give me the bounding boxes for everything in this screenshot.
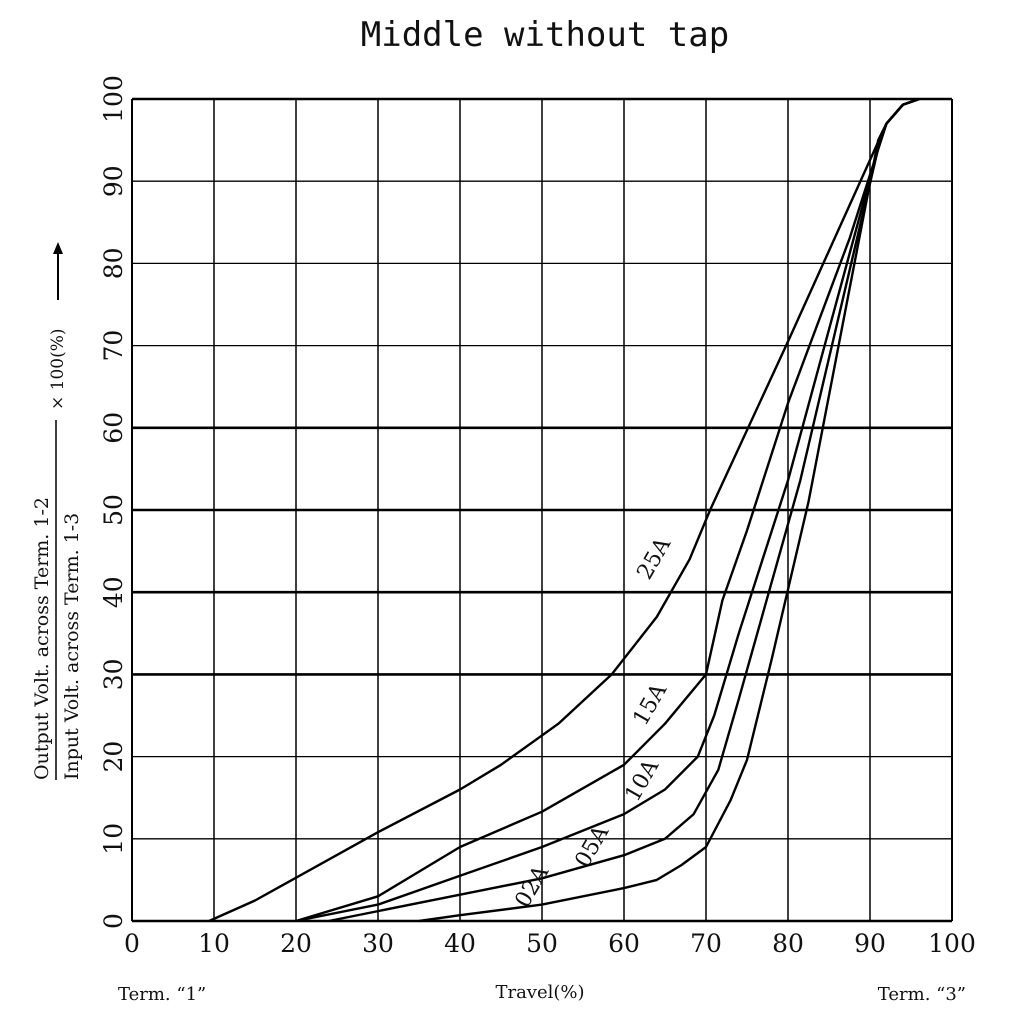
grid <box>131 97 953 923</box>
x-tick-labels: 0 10 20 30 40 50 60 70 80 90 100 <box>124 929 976 958</box>
arrow-up-icon <box>53 242 63 254</box>
y-tick-label: 10 <box>99 823 128 855</box>
x-tick-label: 20 <box>280 929 312 958</box>
series-line-25a <box>208 97 920 923</box>
y-tick-label: 60 <box>99 412 128 444</box>
x-end-label-right: Term. “3” <box>878 984 966 1005</box>
series-label-05a: 05A <box>571 821 615 872</box>
x-tick-label: 100 <box>928 929 976 958</box>
y-tick-label: 40 <box>99 576 128 608</box>
y-label-numerator: Output Volt. across Term. 1-2 <box>31 497 53 780</box>
x-tick-label: 70 <box>690 929 722 958</box>
y-label-denominator: Input Volt. across Term. 1-3 <box>61 513 83 780</box>
y-tick-label: 50 <box>99 494 128 526</box>
chart-title: Middle without tap <box>361 15 729 55</box>
x-tick-label: 30 <box>362 929 394 958</box>
x-tick-label: 90 <box>854 929 886 958</box>
x-axis-label: Travel(%) <box>495 982 584 1003</box>
x-tick-label: 10 <box>198 929 230 958</box>
series-label-25a: 25A <box>633 533 677 584</box>
x-tick-label: 40 <box>444 929 476 958</box>
y-tick-label: 20 <box>99 741 128 773</box>
y-tick-label: 0 <box>99 913 128 929</box>
y-tick-label: 80 <box>99 247 128 279</box>
y-tick-label: 30 <box>99 658 128 690</box>
y-tick-label: 100 <box>99 75 128 123</box>
x-tick-label: 80 <box>772 929 804 958</box>
series-lines <box>208 97 920 923</box>
x-tick-label: 50 <box>526 929 558 958</box>
x-end-label-left: Term. “1” <box>118 984 206 1005</box>
y-axis-label: Output Volt. across Term. 1-2 Input Volt… <box>31 242 83 780</box>
y-tick-labels: 0 10 20 30 40 50 60 70 80 90 100 <box>99 75 128 929</box>
x-tick-label: 60 <box>608 929 640 958</box>
series-line-02a <box>418 97 920 923</box>
y-tick-label: 70 <box>99 330 128 362</box>
y-tick-label: 90 <box>99 165 128 197</box>
y-label-multiplier: × 100(%) <box>48 328 68 410</box>
x-tick-label: 0 <box>124 929 140 958</box>
